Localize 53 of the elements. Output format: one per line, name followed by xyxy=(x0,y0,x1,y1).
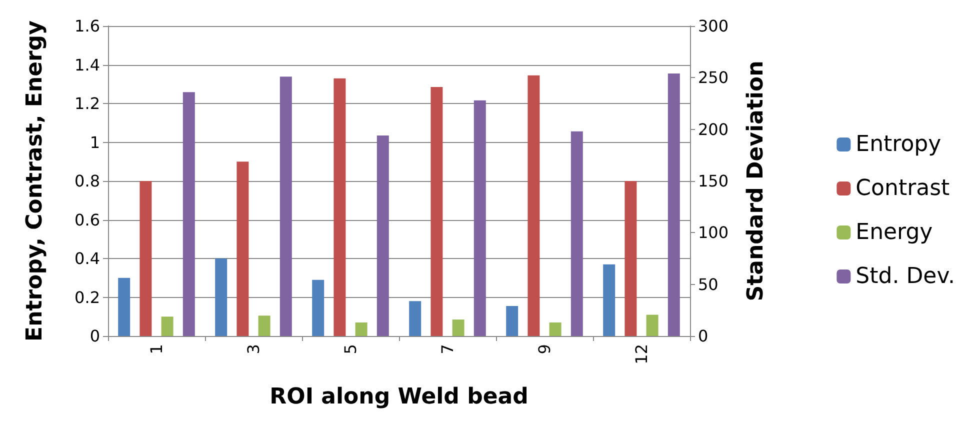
y-tick-label: 0 xyxy=(90,326,100,346)
bar xyxy=(118,278,130,336)
y-tick-label: 1.4 xyxy=(74,55,100,74)
bar xyxy=(334,78,346,336)
y-tick-label: 0.2 xyxy=(74,288,100,307)
bar xyxy=(528,75,540,336)
legend-label: Contrast xyxy=(856,176,950,201)
y2-tick-label: 100 xyxy=(698,223,729,242)
bar xyxy=(182,92,195,336)
y2-tick-label: 200 xyxy=(698,120,729,139)
bar xyxy=(236,162,249,336)
bar xyxy=(280,76,292,336)
bar xyxy=(376,136,389,336)
y2-axis-title: Standard Deviation xyxy=(744,60,768,302)
y2-tick-label: 0 xyxy=(698,326,708,346)
y-tick-label: 0.8 xyxy=(74,172,100,190)
bar xyxy=(161,316,174,336)
x-tick-label: 12 xyxy=(632,344,651,364)
y-axis-title: Entropy, Contrast, Energy xyxy=(22,20,48,342)
bar xyxy=(668,74,680,336)
bar xyxy=(603,264,616,336)
bar xyxy=(140,181,152,336)
legend-label: Entropy xyxy=(856,132,942,157)
bar xyxy=(549,322,562,336)
y-tick-label: 0.4 xyxy=(74,249,100,268)
bar xyxy=(409,301,422,336)
y2-tick-label: 50 xyxy=(698,274,718,294)
x-tick-label: 9 xyxy=(535,344,554,354)
x-tick-label: 1 xyxy=(147,344,166,354)
y2-tick-label: 250 xyxy=(698,68,729,88)
bar xyxy=(570,131,583,336)
x-tick-label: 7 xyxy=(438,344,457,354)
bar xyxy=(646,314,658,336)
bar xyxy=(430,87,443,336)
x-axis-title: ROI along Weld bead xyxy=(270,384,528,410)
y-tick-label: 1.2 xyxy=(74,94,100,113)
y-tick-label: 1.6 xyxy=(74,16,100,36)
bar xyxy=(506,306,518,336)
bar xyxy=(355,322,368,336)
y-tick-label: 1 xyxy=(90,132,100,152)
legend-label: Energy xyxy=(856,220,933,245)
y2-tick-label: 300 xyxy=(698,16,729,36)
y-tick-label: 0.6 xyxy=(74,210,100,230)
x-tick-label: 5 xyxy=(341,344,360,354)
y2-tick-label: 150 xyxy=(698,172,729,190)
bar xyxy=(215,258,228,336)
bar xyxy=(624,181,637,336)
bar xyxy=(474,100,486,336)
bar xyxy=(258,316,270,336)
x-tick-label: 3 xyxy=(244,344,263,354)
legend-label: Std. Dev. xyxy=(856,264,956,289)
bar xyxy=(312,280,324,336)
bar xyxy=(452,320,464,336)
